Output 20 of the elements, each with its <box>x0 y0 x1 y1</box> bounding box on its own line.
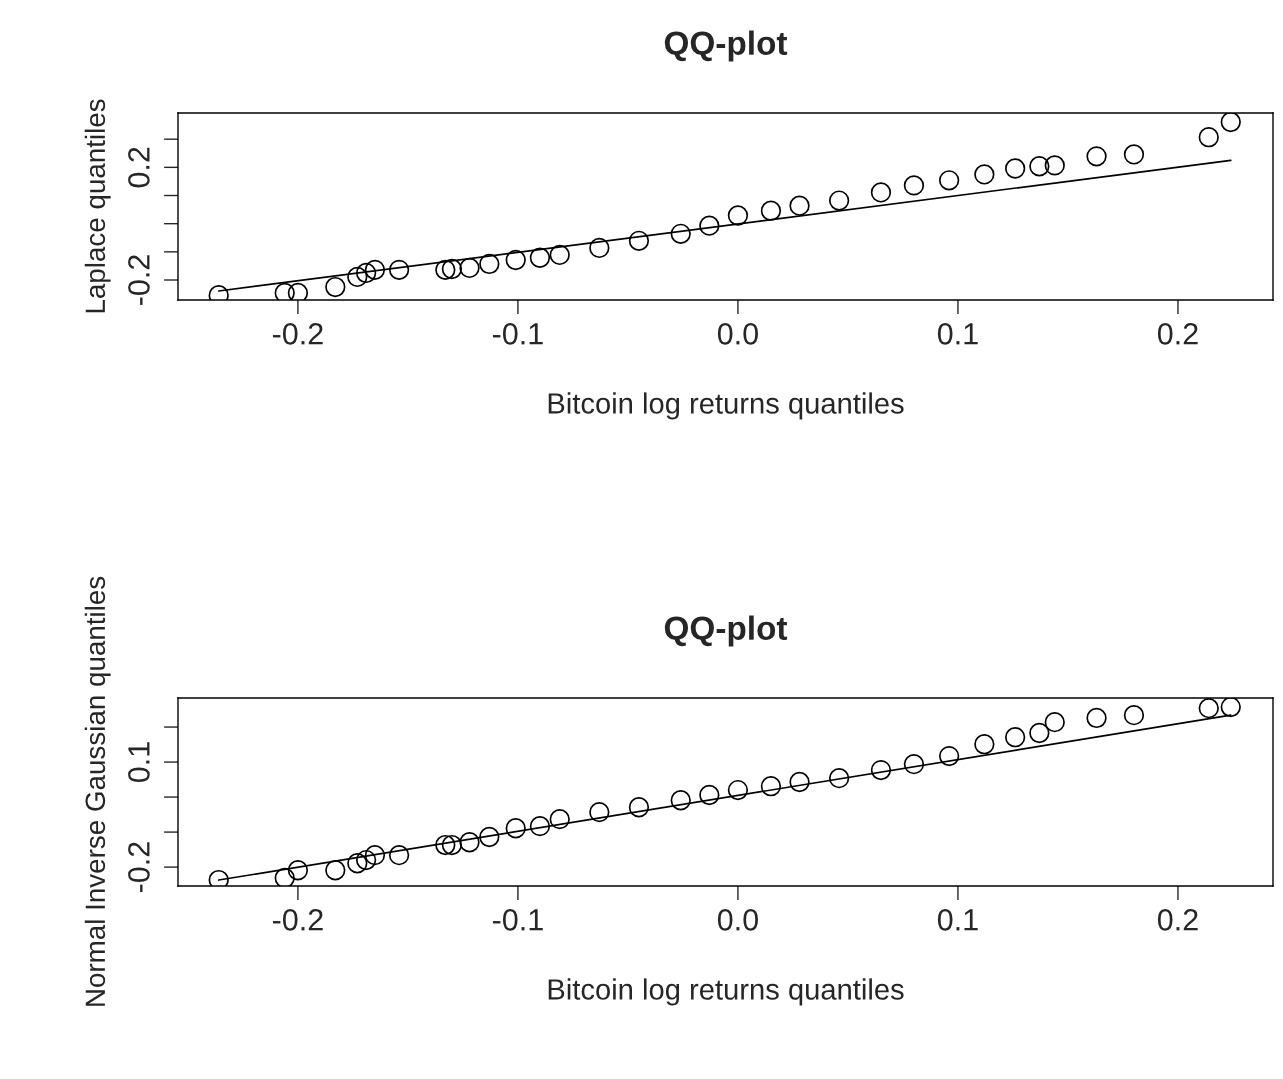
x-tick-label: 0.2 <box>1157 323 1198 345</box>
x-tick-label: -0.2 <box>272 909 323 931</box>
y-tick-label: -0.2 <box>128 842 150 893</box>
x-tick-label: -0.2 <box>272 323 323 345</box>
y-tick-label: 0.1 <box>128 742 150 783</box>
x-tick-label: 0.0 <box>717 909 758 931</box>
x-tick-label: 0.2 <box>1157 909 1198 931</box>
x-axis-title: Bitcoin log returns quantiles <box>548 978 904 1006</box>
chart-title: QQ-plot <box>664 30 788 62</box>
x-tick-label: 0.1 <box>937 909 978 931</box>
y-tick-label: 0.2 <box>128 147 150 188</box>
x-axis-title: Bitcoin log returns quantiles <box>548 392 904 420</box>
chart-title: QQ-plot <box>664 615 788 647</box>
x-tick-label: -0.1 <box>492 909 543 931</box>
y-axis-title: Laplace quantiles <box>84 99 111 313</box>
y-tick-label: -0.2 <box>128 255 150 305</box>
x-tick-label: 0.1 <box>937 323 978 345</box>
y-axis-title: Normal Inverse Gaussian quantiles <box>84 576 111 1006</box>
x-tick-label: -0.1 <box>492 323 543 345</box>
x-tick-label: 0.0 <box>717 323 758 345</box>
